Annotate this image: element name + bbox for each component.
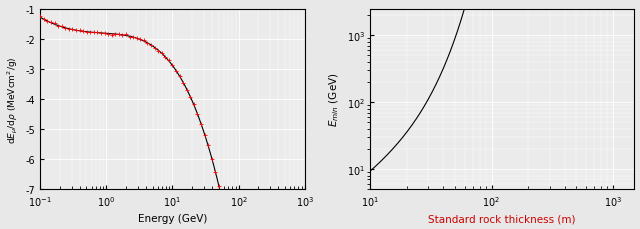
X-axis label: Energy (GeV): Energy (GeV) — [138, 213, 207, 224]
Y-axis label: $\mathrm{d}E_{\mu}/\mathrm{d}\rho\ \mathrm{(MeVcm^2/g)}$: $\mathrm{d}E_{\mu}/\mathrm{d}\rho\ \math… — [6, 56, 20, 143]
Y-axis label: $E_{min}\ \mathrm{(GeV)}$: $E_{min}\ \mathrm{(GeV)}$ — [328, 72, 341, 127]
X-axis label: Standard rock thickness (m): Standard rock thickness (m) — [428, 213, 576, 224]
